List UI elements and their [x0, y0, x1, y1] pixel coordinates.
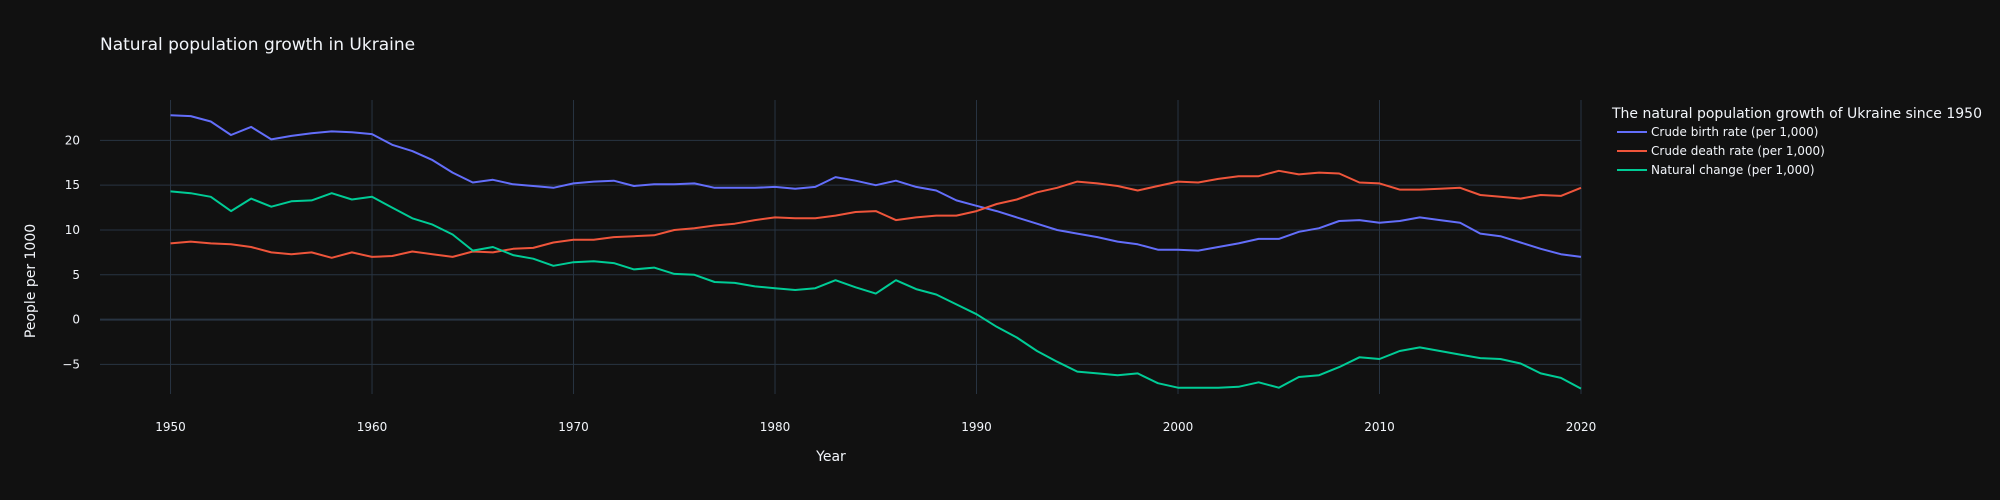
x-axis-title: Year — [815, 449, 846, 465]
y-tick-label: 0 — [72, 313, 80, 327]
grid — [100, 100, 1582, 394]
x-tick-label: 1970 — [558, 420, 589, 434]
y-tick-label: 20 — [65, 133, 80, 147]
legend-item-2[interactable]: Crude death rate (per 1,000) — [1617, 144, 1825, 158]
series-line-2 — [170, 169, 1582, 259]
y-tick-label: 5 — [72, 268, 80, 282]
legend-label: Natural change (per 1,000) — [1651, 163, 1815, 177]
x-tick-label: 2020 — [1566, 420, 1597, 434]
series-line-3 — [170, 190, 1582, 390]
x-tick-label: 1960 — [357, 420, 388, 434]
axis-ticks: 1950 1960 1970 1980 1990 2000 2010 2020 −5 0 5 10 15… — [62, 133, 1596, 434]
y-axis-title: People per 1000 — [23, 224, 39, 338]
y-tick-label: 15 — [65, 178, 80, 192]
legend-item-1[interactable]: Crude birth rate (per 1,000) — [1617, 125, 1818, 139]
x-tick-label: 2000 — [1163, 420, 1194, 434]
x-tick-label: 2010 — [1364, 420, 1395, 434]
series-line-1 — [170, 114, 1582, 258]
plot-area — [170, 114, 1582, 390]
legend-item-3[interactable]: Natural change (per 1,000) — [1617, 163, 1815, 177]
x-tick-label: 1950 — [155, 420, 186, 434]
legend[interactable]: The natural population growth of Ukraine… — [1611, 106, 1982, 177]
x-tick-label: 1980 — [760, 420, 791, 434]
legend-title: The natural population growth of Ukraine… — [1611, 106, 1982, 122]
x-tick-label: 1990 — [961, 420, 992, 434]
chart-title: Natural population growth in Ukraine — [100, 35, 415, 55]
legend-label: Crude birth rate (per 1,000) — [1651, 125, 1818, 139]
legend-label: Crude death rate (per 1,000) — [1651, 144, 1825, 158]
y-tick-label: 10 — [65, 223, 80, 237]
y-tick-label: −5 — [62, 357, 80, 371]
